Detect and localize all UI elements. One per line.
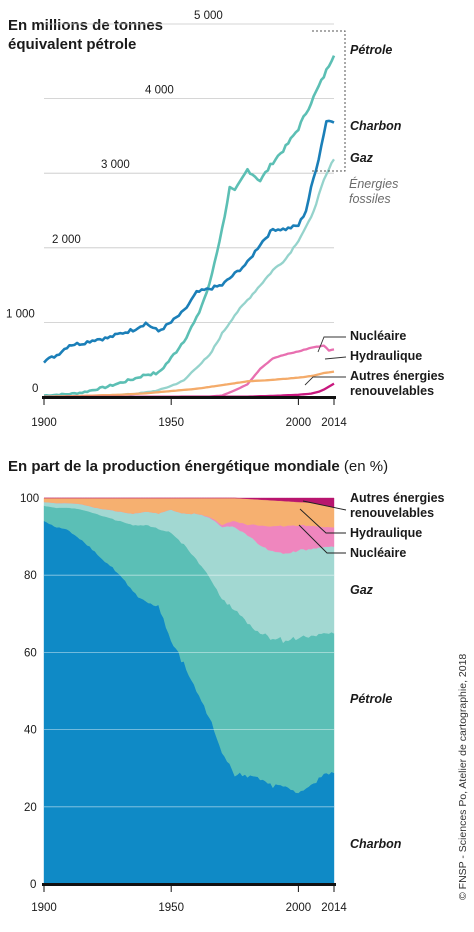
chart2-stacked-areas (43, 497, 335, 885)
chart2-area-autres-nergies-renouvelables (44, 497, 335, 509)
label-nucleaire: Nucléaire (350, 329, 406, 343)
chart1-y-tick-label: 3 000 (101, 159, 130, 171)
chart2-title: En part de la production énergétique mon… (8, 458, 388, 475)
label2-autres-line1: Autres énergies (350, 491, 445, 505)
leader-autres (304, 376, 346, 386)
label-petrole: Pétrole (350, 43, 392, 57)
leader2-autres (302, 500, 347, 511)
chart1-line-charbon (43, 119, 335, 364)
label-autres-line1: Autres énergies (350, 369, 445, 383)
chart2-baseline (42, 883, 336, 886)
chart2-y-tick-label: 20 (24, 802, 37, 814)
label2-charbon: Charbon (350, 837, 402, 851)
chart2-y-tick-label: 80 (24, 570, 37, 582)
chart2-leader-lines (298, 500, 347, 554)
leader2-nucleaire (298, 524, 346, 554)
chart1-series-lines (43, 55, 336, 399)
chart2-x-tick-label: 2014 (321, 902, 347, 914)
label2-autres-line2: renouvelables (350, 506, 434, 520)
chart1-y-tick-label: 5 000 (194, 10, 223, 22)
label2-hydraulique: Hydraulique (350, 526, 422, 540)
chart1-y-tick-label: 4 000 (145, 85, 174, 97)
chart1-line-gaz (43, 158, 335, 399)
chart1-title-line2: équivalent pétrole (8, 36, 136, 53)
chart2-x-tick-label: 1950 (158, 902, 184, 914)
label2-gaz: Gaz (350, 583, 374, 597)
chart1-x-tick-label: 2000 (286, 417, 312, 429)
chart1-leader-lines (304, 336, 347, 386)
chart1-x-tick-labels: 1900 1950 2000 2014 (31, 399, 347, 429)
label2-petrole: Pétrole (350, 692, 392, 706)
chart1-line-hydraulique (44, 370, 335, 398)
chart1-y-tick-label: 0 (32, 383, 38, 395)
chart1-gridlines (44, 23, 334, 323)
label-autres-line2: renouvelables (350, 384, 434, 398)
fossil-fuels-bracket (312, 30, 346, 172)
label-energies-fossiles-line2: fossiles (349, 192, 391, 206)
label-charbon: Charbon (350, 119, 402, 133)
chart2-y-tick-label: 40 (24, 725, 37, 737)
chart2-x-tick-label: 1900 (31, 902, 57, 914)
chart1-title-line1: En millions de tonnes (8, 17, 163, 34)
label-energies-fossiles-line1: Énergies (349, 176, 398, 191)
leader-nucleaire (317, 336, 346, 353)
chart2-y-tick-label: 0 (30, 879, 36, 891)
chart1-x-tick-label: 2014 (321, 417, 347, 429)
leader-hydraulique (324, 356, 347, 360)
label-gaz: Gaz (350, 151, 374, 165)
source-credit: © FNSP - Sciences Po, Atelier de cartogr… (457, 654, 469, 900)
chart-absolute-production: En millions de tonnes équivalent pétrole… (6, 10, 445, 429)
leader2-hydraulique (299, 508, 346, 534)
chart1-line-p-trole (43, 55, 336, 397)
chart2-x-tick-labels: 1900 1950 2000 2014 (31, 886, 347, 914)
chart1-baseline (42, 396, 336, 399)
chart-share-production: En part de la production énergétique mon… (8, 458, 445, 914)
chart1-y-tick-label: 2 000 (52, 234, 81, 246)
chart2-x-tick-label: 2000 (286, 902, 312, 914)
chart2-y-tick-label: 60 (24, 647, 37, 659)
label-hydraulique: Hydraulique (350, 349, 422, 363)
chart1-x-tick-label: 1950 (158, 417, 184, 429)
chart1-y-tick-label: 1 000 (6, 308, 35, 320)
chart2-y-tick-labels: 0 20 40 60 80 100 (20, 493, 39, 891)
chart2-gridlines (44, 574, 334, 808)
label2-nucleaire: Nucléaire (350, 546, 406, 560)
chart1-y-tick-labels: 0 1 000 2 000 3 000 4 000 5 000 (6, 10, 223, 395)
chart1-x-tick-label: 1900 (31, 417, 57, 429)
chart2-y-tick-label: 100 (20, 493, 39, 505)
